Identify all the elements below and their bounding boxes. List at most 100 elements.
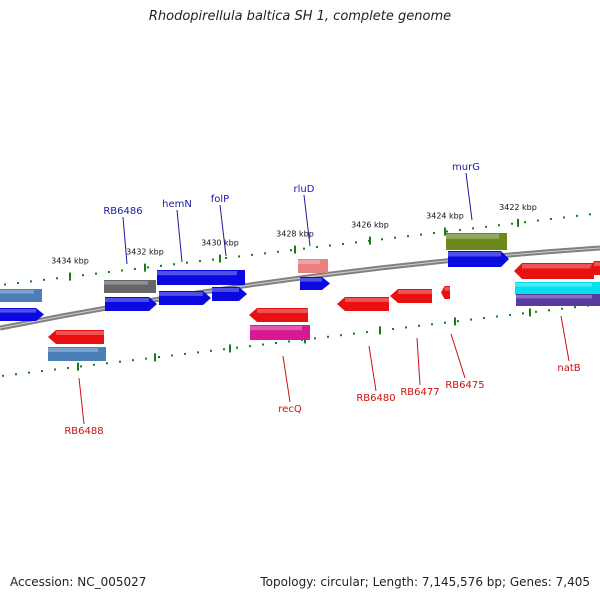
- scale-dot: [108, 271, 110, 274]
- scale-dot: [67, 366, 69, 369]
- gene-hemN: [157, 270, 245, 285]
- scale-tick: [219, 254, 221, 263]
- scale-label: 3434 kbp: [51, 257, 89, 266]
- scale-dot: [511, 222, 513, 225]
- scale-dot: [186, 261, 188, 264]
- scale-tick: [69, 272, 71, 281]
- scale-dot: [264, 252, 266, 255]
- gene-blue-murG-highlight: [448, 252, 501, 257]
- scale-dot: [119, 360, 121, 363]
- leader-line: [176, 209, 183, 263]
- leader-line: [303, 194, 311, 247]
- gene-steel-left: [0, 289, 42, 302]
- scale-dot: [381, 238, 383, 241]
- scale-dot: [223, 348, 225, 351]
- scale-dot: [212, 258, 214, 261]
- gene-label: natB: [557, 363, 580, 374]
- scale-tick: [529, 308, 531, 317]
- gene-label: RB6480: [356, 393, 395, 404]
- gene-blue-hemN-highlight: [159, 292, 203, 296]
- leader-line: [219, 204, 227, 257]
- gene-red-edge: [590, 261, 600, 275]
- gene-rluD-highlight: [298, 260, 320, 264]
- scale-dot: [394, 236, 396, 239]
- gene-RB6480: [337, 297, 389, 311]
- scale-dot: [158, 356, 160, 359]
- scale-dot: [576, 214, 578, 217]
- genome-summary-text: Topology: circular; Length: 7,145,576 bp…: [260, 575, 590, 589]
- scale-dot: [199, 260, 201, 263]
- scale-dot: [197, 351, 199, 354]
- gene-blue-rluD: [300, 277, 330, 290]
- scale-dot: [431, 323, 433, 326]
- map-title: Rhodopirellula baltica SH 1, complete ge…: [148, 9, 452, 24]
- gene-blue-rb6486: [105, 297, 157, 311]
- scale-dot: [251, 253, 253, 256]
- scale-dot: [303, 247, 305, 250]
- scale-dot: [249, 345, 251, 348]
- scale-label: 3426 kbp: [351, 221, 389, 230]
- scale-dot: [15, 373, 17, 376]
- scale-dot: [121, 269, 123, 272]
- scale-dot: [522, 312, 524, 315]
- text-labels: 3434 kbp 3432 kbp 3430 kbp 3428 kbp 3426 kbp…: [51, 162, 581, 437]
- scale-dot: [589, 213, 591, 216]
- gene-recQ-red-highlight: [257, 309, 308, 313]
- gene-blue-rb6486-highlight: [105, 298, 149, 302]
- gene-purple-natB-highlight: [516, 295, 592, 299]
- scale-tick: [444, 227, 446, 236]
- gene-label: folP: [211, 194, 229, 205]
- gene-red-edge-highlight: [594, 262, 600, 266]
- leader-line: [122, 216, 128, 265]
- accession-text: Accession: NC_005027: [10, 575, 147, 589]
- scale-dot: [173, 263, 175, 266]
- scale-dot: [563, 216, 565, 219]
- scale-dot: [535, 310, 537, 313]
- scale-label: 3432 kbp: [126, 248, 164, 257]
- scale-dot: [329, 244, 331, 247]
- scale-dot: [353, 332, 355, 335]
- scale-dot: [470, 318, 472, 321]
- gene-red-natB: [514, 263, 594, 279]
- gene-rb6486: [104, 280, 156, 293]
- gene-label: rluD: [294, 184, 315, 195]
- leader-line: [368, 345, 377, 392]
- scale-dot: [277, 250, 279, 253]
- scale-dot: [147, 266, 149, 269]
- scale-tick: [369, 236, 371, 245]
- scale-dot: [483, 317, 485, 320]
- scale-dot: [145, 357, 147, 360]
- scale-tick: [454, 317, 456, 326]
- gene-rluD: [298, 259, 328, 273]
- scale-dot: [95, 272, 97, 275]
- leader-line: [416, 337, 421, 386]
- scale-dot: [433, 232, 435, 235]
- gene-blue-hemN: [159, 291, 211, 305]
- scale-label: 3430 kbp: [201, 239, 239, 248]
- scale-dot: [41, 370, 43, 373]
- scale-dot: [444, 321, 446, 324]
- scale-dot: [236, 346, 238, 349]
- scale-dot: [340, 334, 342, 337]
- scale-dot: [56, 277, 58, 280]
- gene-label: murG: [452, 162, 480, 173]
- scale-dot: [392, 327, 394, 330]
- scale-dot: [80, 365, 82, 368]
- scale-dot: [509, 313, 511, 316]
- scale-dot: [132, 359, 134, 362]
- gene-blue-murG: [448, 251, 509, 267]
- gene-murG-highlight: [446, 234, 499, 239]
- scale-tick: [77, 362, 79, 371]
- scale-dot: [275, 342, 277, 344]
- gene-blue-left: [0, 308, 44, 321]
- scale-dot: [459, 228, 461, 231]
- gene-rb6488-red: [48, 330, 104, 344]
- gene-rb6488-steel: [48, 347, 106, 361]
- scale-tick: [154, 353, 156, 362]
- leader-line: [78, 377, 85, 425]
- gene-folP: [212, 287, 247, 301]
- scale-tick: [294, 245, 296, 254]
- scale-dot: [4, 283, 6, 286]
- scale-dot: [446, 230, 448, 233]
